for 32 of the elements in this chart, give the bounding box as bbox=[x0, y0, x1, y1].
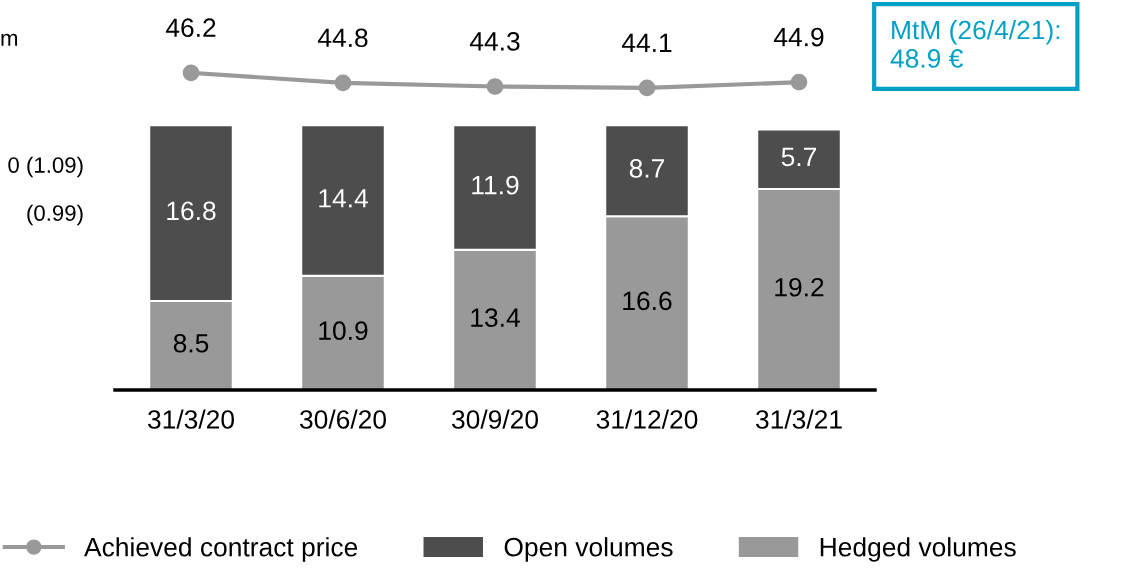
point bbox=[638, 79, 656, 97]
x-tick-label: 31/3/21 bbox=[755, 409, 842, 429]
data-label: 44.1 bbox=[621, 33, 672, 52]
x-tick-label: 30/6/20 bbox=[299, 409, 386, 429]
data-label: 44.9 bbox=[773, 27, 824, 47]
data-label: 16.8 bbox=[167, 201, 216, 221]
data-label: 19.2 bbox=[775, 277, 824, 297]
text: 0 (1.09) bbox=[8, 156, 83, 178]
text: m bbox=[1, 33, 18, 46]
point bbox=[486, 78, 504, 95]
point bbox=[182, 64, 200, 82]
data-label: 5.7 bbox=[781, 147, 817, 167]
point bbox=[790, 73, 808, 91]
data-label: 11.9 bbox=[472, 175, 519, 195]
data-label: 44.3 bbox=[469, 32, 520, 51]
x-tick-label: 31/12/20 bbox=[596, 409, 698, 429]
legend-label: Hedged volumes bbox=[820, 537, 1016, 562]
data-label: 8.7 bbox=[629, 159, 665, 178]
text: (0.99) bbox=[27, 204, 83, 226]
text: MtM (26/4/21): 48.9 € bbox=[890, 20, 1060, 68]
data-label: 8.5 bbox=[173, 333, 209, 353]
data-label: 44.8 bbox=[317, 28, 368, 48]
x-tick-label: 30/9/20 bbox=[451, 409, 538, 429]
data-label: 10.9 bbox=[319, 321, 368, 341]
data-label: 46.2 bbox=[165, 18, 216, 38]
legend-label: Achieved contract price bbox=[84, 537, 358, 562]
data-label: 13.4 bbox=[471, 308, 520, 327]
point bbox=[334, 74, 352, 92]
x-tick-label: 31/3/20 bbox=[147, 409, 234, 429]
data-label: 16.6 bbox=[623, 291, 672, 311]
legend-label: Open volumes bbox=[504, 537, 673, 562]
data-label: 14.4 bbox=[319, 189, 368, 208]
